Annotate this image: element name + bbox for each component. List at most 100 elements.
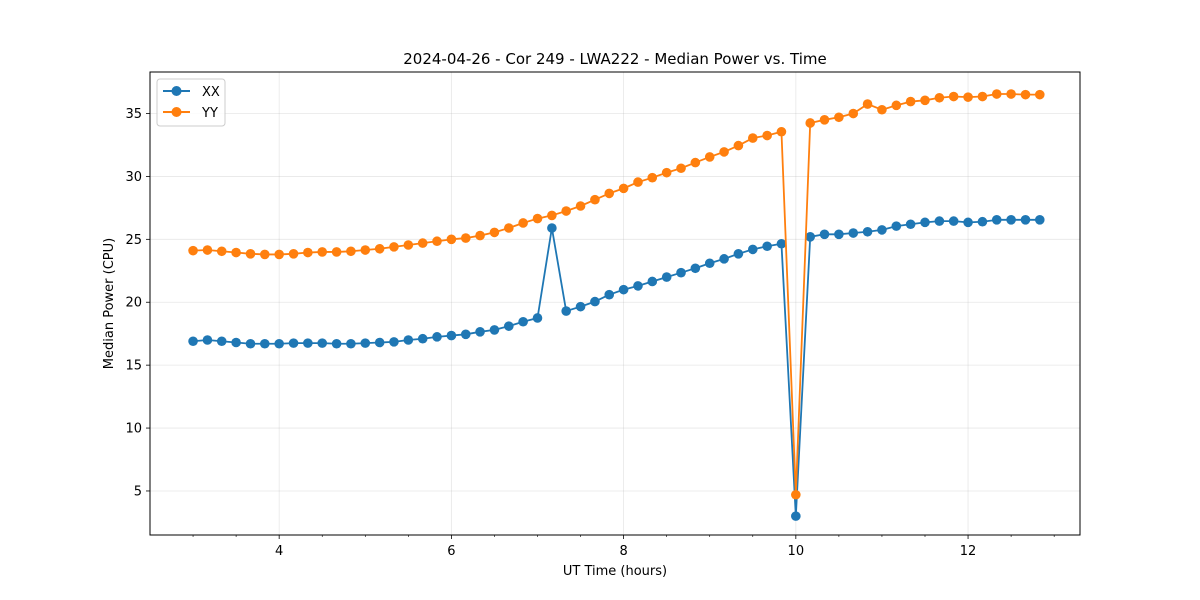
plot-frame [149, 71, 1081, 536]
data-point-xx [346, 338, 356, 349]
data-point-yy [1034, 89, 1045, 100]
data-point-yy [346, 246, 356, 257]
series-yy [188, 89, 1045, 500]
data-point-yy [776, 126, 787, 137]
data-point-yy [977, 91, 988, 102]
x-tick-label: 8 [619, 544, 627, 559]
data-point-yy [963, 92, 973, 102]
data-point-xx [274, 338, 284, 349]
data-point-yy [274, 249, 284, 260]
data-point-xx [762, 241, 772, 252]
data-point-yy [762, 130, 772, 141]
data-point-xx [417, 333, 428, 344]
x-tick-label: 10 [788, 544, 805, 559]
legend-label-xx: XX [202, 85, 220, 100]
data-point-yy [259, 249, 270, 260]
data-point-xx [704, 258, 715, 269]
y-tick-label: 30 [125, 170, 142, 185]
data-point-yy [518, 218, 528, 228]
data-point-xx [676, 267, 686, 278]
data-point-xx [877, 225, 887, 235]
data-point-yy [403, 240, 414, 250]
data-point-xx [518, 316, 528, 327]
grid [150, 72, 1080, 535]
data-point-xx [590, 296, 600, 307]
data-point-xx [575, 301, 586, 312]
data-point-yy [317, 247, 328, 257]
y-tick-label: 35 [125, 107, 142, 122]
data-point-xx [1034, 215, 1045, 225]
series-xx [188, 215, 1045, 521]
data-point-xx [690, 263, 701, 274]
data-point-xx [561, 306, 571, 316]
data-point-yy [618, 183, 629, 194]
data-point-yy [475, 230, 485, 241]
data-point-xx [374, 337, 385, 348]
data-point-xx [231, 337, 241, 348]
data-point-yy [805, 118, 816, 128]
data-point-yy [547, 210, 557, 221]
data-point-yy [575, 201, 586, 211]
data-point-yy [920, 95, 930, 106]
data-point-xx [834, 229, 844, 240]
data-point-xx [245, 338, 256, 349]
data-point-yy [446, 234, 457, 245]
y-tick-label: 5 [134, 484, 142, 499]
data-point-xx [532, 313, 543, 323]
data-point-xx [920, 217, 930, 228]
data-point-yy [948, 91, 959, 102]
data-point-xx [547, 223, 557, 233]
data-point-yy [303, 247, 313, 258]
data-point-yy [216, 246, 227, 257]
data-point-xx [475, 327, 485, 337]
data-point-yy [417, 238, 428, 248]
data-point-xx [446, 330, 457, 341]
data-point-yy [934, 92, 945, 103]
data-point-xx [848, 228, 859, 238]
data-point-xx [618, 284, 629, 295]
data-point-yy [704, 152, 715, 162]
data-point-xx [776, 238, 787, 249]
legend-label-yy: YY [201, 106, 218, 121]
data-point-yy [460, 233, 471, 243]
data-point-yy [245, 249, 256, 259]
data-point-yy [489, 227, 500, 238]
data-point-yy [202, 245, 213, 255]
x-tick-label: 6 [447, 544, 455, 559]
data-point-xx [747, 244, 758, 255]
data-point-xx [719, 254, 729, 264]
y-axis-label: Median Power (CPU) [102, 238, 117, 369]
data-point-yy [374, 243, 385, 254]
data-point-yy [1020, 89, 1031, 100]
data-point-xx [259, 338, 270, 349]
data-point-yy [891, 100, 902, 111]
data-point-xx [819, 229, 830, 240]
chart-title: 2024-04-26 - Cor 249 - LWA222 - Median P… [403, 50, 827, 68]
y-tick-label: 10 [125, 422, 142, 437]
data-point-yy [848, 108, 859, 119]
data-point-xx [489, 325, 500, 335]
data-point-yy [862, 99, 873, 109]
data-point-xx [633, 281, 643, 291]
x-tick-label: 12 [960, 544, 977, 559]
data-point-xx [862, 226, 873, 237]
data-point-yy [188, 245, 198, 256]
data-point-xx [331, 338, 342, 349]
data-point-xx [303, 338, 313, 348]
legend-marker-xx [171, 86, 182, 96]
data-point-xx [360, 338, 371, 348]
axis-ticks: 4 6 8 10 12 5 10 15 20 25 30 35 [125, 107, 1055, 559]
y-tick-label: 25 [125, 233, 142, 248]
data-point-yy [661, 167, 672, 178]
data-point-xx [647, 276, 658, 287]
data-point-xx [805, 232, 816, 242]
data-point-yy [360, 245, 371, 255]
data-point-yy [877, 104, 887, 115]
data-point-xx [661, 272, 672, 282]
data-point-xx [977, 216, 988, 227]
data-point-xx [948, 216, 959, 226]
data-point-yy [819, 115, 830, 125]
data-point-yy [432, 236, 442, 247]
data-point-xx [216, 336, 227, 347]
data-point-xx [905, 219, 916, 230]
